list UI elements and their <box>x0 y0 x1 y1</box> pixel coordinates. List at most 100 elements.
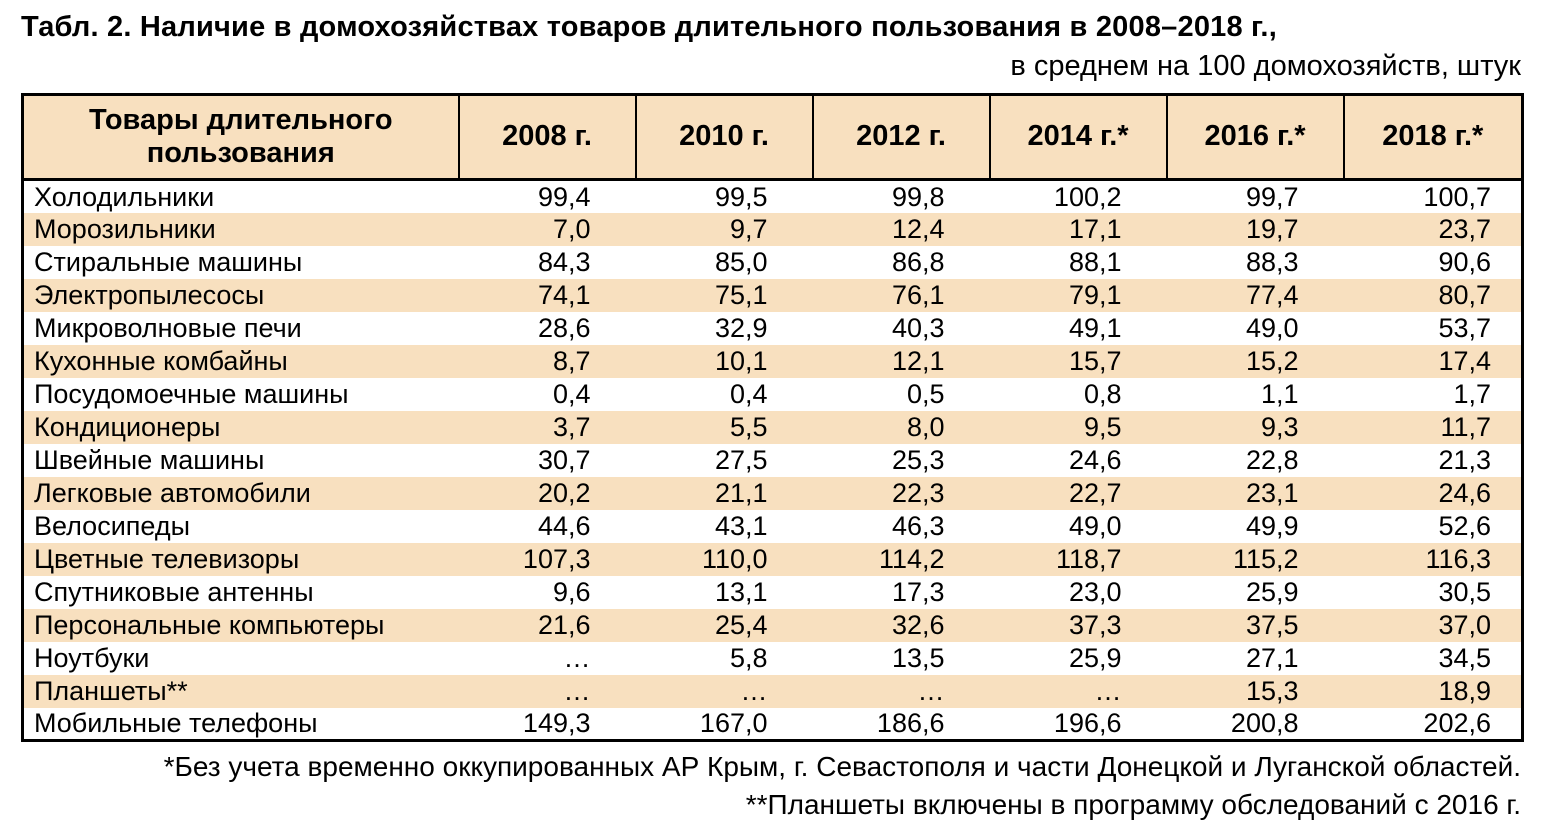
value-cell: 30,7 <box>537 444 591 475</box>
value-cell: 23,7 <box>1438 213 1491 244</box>
value-cell: 0,5 <box>906 378 945 409</box>
value-cell: 28,6 <box>537 312 591 343</box>
table-row: Морозильники 7,0 9,7 12,4 17,1 19,7 23,7 <box>22 212 1523 246</box>
value-cell: 149,3 <box>522 708 591 739</box>
table-header: Товары длительного пользования 2008 г. 2… <box>22 94 1523 182</box>
value-cell: 13,1 <box>714 576 768 607</box>
value-cell: 46,3 <box>891 510 945 541</box>
value-cell: 32,6 <box>891 609 945 640</box>
table-row: Легковые автомобили 20,2 21,1 22,3 22,7 23,1 2… <box>22 476 1523 510</box>
value-cell: 100,7 <box>1423 181 1491 212</box>
value-cell: 5,5 <box>729 411 768 442</box>
value-cell: 49,0 <box>1068 510 1122 541</box>
value-cell: 202,6 <box>1423 708 1491 739</box>
table-row: Велосипеды 44,6 43,1 46,3 49,0 49,9 52,6 <box>23 510 1523 543</box>
value-cell: 22,8 <box>1245 444 1299 475</box>
value-cell: 75,1 <box>714 279 768 310</box>
value-cell: 84,3 <box>537 246 591 277</box>
header-year-2008: 2008 г. <box>457 94 636 182</box>
table-row: Кухонные комбайны 8,7 10,1 12,1 15,7 15,2 17,4 <box>22 344 1523 378</box>
value-cell: … <box>740 675 768 706</box>
value-cell: 114,2 <box>878 543 945 574</box>
value-cell: 53,7 <box>1438 312 1491 343</box>
value-cell: 27,1 <box>1245 642 1299 673</box>
value-cell: 20,2 <box>537 477 591 508</box>
product-name-cell: Персональные компьютеры <box>34 609 385 640</box>
table-title: Табл. 2. Наличие в домохозяйствах товаро… <box>21 11 1277 43</box>
product-name-cell: Велосипеды <box>34 510 190 541</box>
header-products-column: Товары длительного пользования <box>22 94 459 182</box>
value-cell: 85,0 <box>714 246 768 277</box>
value-cell: 196,6 <box>1053 708 1122 739</box>
header-year-2010: 2010 г. <box>634 94 813 182</box>
product-name-cell: Швейные машины <box>34 444 265 475</box>
table-row: Стиральные машины 84,3 85,0 86,8 88,1 88,3 90,… <box>23 246 1523 279</box>
value-cell: 15,2 <box>1245 345 1299 376</box>
value-cell: 9,7 <box>729 213 768 244</box>
value-cell: 0,8 <box>1083 378 1122 409</box>
value-cell: 10,1 <box>714 345 768 376</box>
header-year-2016: 2016 г.* <box>1165 94 1344 182</box>
product-name-cell: Кондиционеры <box>34 411 221 442</box>
footnote-occupied-territories: *Без учета временно оккупированных АР Кр… <box>163 751 1521 783</box>
value-cell: 11,7 <box>1440 411 1491 442</box>
product-name-cell: Стиральные машины <box>34 246 303 277</box>
table-row: Планшеты** … … … … 15,3 18,9 <box>22 674 1523 708</box>
product-name-cell: Цветные телевизоры <box>34 543 300 574</box>
table-subtitle: в среднем на 100 домохозяйств, штук <box>1010 49 1521 82</box>
table-row: Электропылесосы 74,1 75,1 76,1 79,1 77,4 80,7 <box>22 278 1523 312</box>
value-cell: 21,3 <box>1438 444 1491 475</box>
value-cell: … <box>917 675 945 706</box>
header-year-2018: 2018 г.* <box>1342 94 1523 182</box>
header-year-2012: 2012 г. <box>811 94 990 182</box>
value-cell: 21,6 <box>537 609 591 640</box>
table-row: Холодильники 99,4 99,5 99,8 100,2 99,7 100,7 <box>23 180 1523 213</box>
value-cell: 25,4 <box>714 609 768 640</box>
product-name-cell: Морозильники <box>34 213 216 244</box>
product-name-cell: Спутниковые антенны <box>34 576 314 607</box>
value-cell: 200,8 <box>1230 708 1299 739</box>
value-cell: 23,1 <box>1245 477 1299 508</box>
value-cell: 37,3 <box>1068 609 1122 640</box>
value-cell: 22,3 <box>891 477 945 508</box>
value-cell: 77,4 <box>1245 279 1299 310</box>
value-cell: 100,2 <box>1053 181 1122 212</box>
product-name-cell: Посудомоечные машины <box>34 378 349 409</box>
durable-goods-table: Товары длительного пользования 2008 г. 2… <box>21 92 1524 743</box>
product-name-cell: Холодильники <box>34 181 215 212</box>
value-cell: 25,9 <box>1245 576 1299 607</box>
value-cell: 99,8 <box>891 181 945 212</box>
table-row: Микроволновые печи 28,6 32,9 40,3 49,1 49,0 53… <box>23 312 1523 345</box>
table-row: Персональные компьютеры 21,6 25,4 32,6 37,3 3… <box>22 608 1523 642</box>
value-cell: 1,7 <box>1453 378 1491 409</box>
value-cell: 8,0 <box>906 411 945 442</box>
value-cell: 49,9 <box>1245 510 1299 541</box>
value-cell: 17,4 <box>1438 345 1491 376</box>
value-cell: 49,0 <box>1245 312 1299 343</box>
value-cell: 115,2 <box>1232 543 1299 574</box>
value-cell: 99,7 <box>1245 181 1299 212</box>
table-row: Ноутбуки … 5,8 13,5 25,9 27,1 34,5 <box>23 642 1523 675</box>
value-cell: 44,6 <box>537 510 591 541</box>
product-name-cell: Мобильные телефоны <box>34 708 318 739</box>
value-cell: 9,6 <box>552 576 591 607</box>
value-cell: 107,3 <box>522 543 591 574</box>
value-cell: 88,1 <box>1068 246 1122 277</box>
table-row: Швейные машины 30,7 27,5 25,3 24,6 22,8 21,3 <box>23 444 1523 477</box>
table-row: Посудомоечные машины 0,4 0,4 0,5 0,8 1,1 1,7 <box>23 378 1523 411</box>
header-row: Товары длительного пользования 2008 г. 2… <box>22 94 1523 182</box>
value-cell: 7,0 <box>552 213 591 244</box>
value-cell: 8,7 <box>552 345 591 376</box>
value-cell: 3,7 <box>552 411 591 442</box>
value-cell: 19,7 <box>1245 213 1299 244</box>
value-cell: 30,5 <box>1438 576 1491 607</box>
value-cell: 23,0 <box>1068 576 1122 607</box>
value-cell: 25,3 <box>891 444 945 475</box>
value-cell: … <box>563 675 591 706</box>
value-cell: 118,7 <box>1055 543 1122 574</box>
header-year-2014: 2014 г.* <box>988 94 1167 182</box>
value-cell: 27,5 <box>714 444 768 475</box>
footnote-tablets: **Планшеты включены в программу обследов… <box>745 789 1521 821</box>
value-cell: 52,6 <box>1438 510 1491 541</box>
value-cell: 49,1 <box>1068 312 1122 343</box>
